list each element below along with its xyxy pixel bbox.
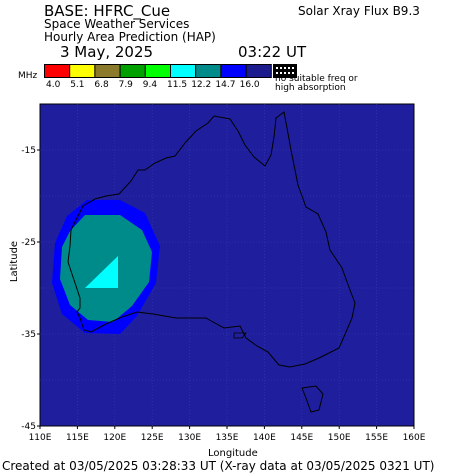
no-freq-line2: high absorption (275, 83, 346, 93)
scale-tick-label: 16.0 (239, 80, 260, 90)
product-name: Hourly Area Prediction (HAP) (44, 30, 216, 44)
map-grid (40, 104, 414, 426)
kangaroo-island (233, 332, 247, 339)
scale-tick-label: 11.5 (167, 80, 188, 90)
coverage-inner-zone (85, 256, 118, 288)
latitude-ticks: -15 -25 -35 -45 (21, 146, 40, 432)
longitude-tick-label: 135E (216, 433, 239, 443)
longitude-tick-label: 160E (403, 433, 426, 443)
longitude-tick-label: 120E (103, 433, 126, 443)
longitude-axis-title: Longitude (208, 448, 258, 459)
frequency-color-scale (44, 64, 272, 78)
forecast-date: 3 May, 2025 (60, 43, 154, 61)
scale-tick-label: 7.9 (118, 80, 133, 90)
latitude-tick-label: -35 (21, 330, 36, 340)
longitude-tick-label: 110E (29, 433, 52, 443)
longitude-tick-label: 115E (66, 433, 89, 443)
scale-swatch (245, 64, 272, 78)
tasmania-coastline (301, 385, 324, 413)
longitude-tick-label: 140E (253, 433, 276, 443)
latitude-tick-label: -45 (21, 422, 36, 432)
base-station-title: BASE: HFRC_Cue (44, 2, 171, 20)
longitude-tick-label: 125E (141, 433, 164, 443)
scale-tick-label: 4.0 (46, 80, 61, 90)
longitude-tick-label: 130E (178, 433, 201, 443)
no-freq-line1: no suitable freq or (275, 74, 358, 84)
no-freq-note: no suitable freq or high absorption (275, 75, 358, 93)
scale-tick-label: 6.8 (94, 80, 109, 90)
australia-coastline (67, 111, 356, 368)
service-name: Space Weather Services (44, 17, 190, 31)
solar-flux-label: Solar Xray Flux B9.3 (298, 4, 420, 18)
latitude-tick-label: -15 (21, 146, 36, 156)
frequency-unit-label: MHz (18, 71, 38, 81)
longitude-tick-label: 155E (365, 433, 388, 443)
latitude-axis-title: Latitude (9, 240, 21, 283)
no-freq-swatch (273, 64, 297, 78)
longitude-tick-label: 145E (290, 433, 313, 443)
longitude-tick-label: 150E (328, 433, 351, 443)
longitude-ticks: 110E 115E 120E 125E 130E 135E 140E 145E 150E 155E… (29, 426, 426, 443)
scale-tick-label: 5.1 (70, 80, 85, 90)
forecast-time: 03:22 UT (238, 43, 307, 61)
scale-tick-label: 9.4 (142, 80, 158, 90)
created-timestamp: Created at 03/05/2025 03:28:33 UT (X-ray… (2, 459, 435, 473)
latitude-tick-label: -25 (21, 238, 36, 248)
scale-tick-label: 12.2 (191, 80, 212, 90)
scale-tick-label: 14.7 (215, 80, 236, 90)
